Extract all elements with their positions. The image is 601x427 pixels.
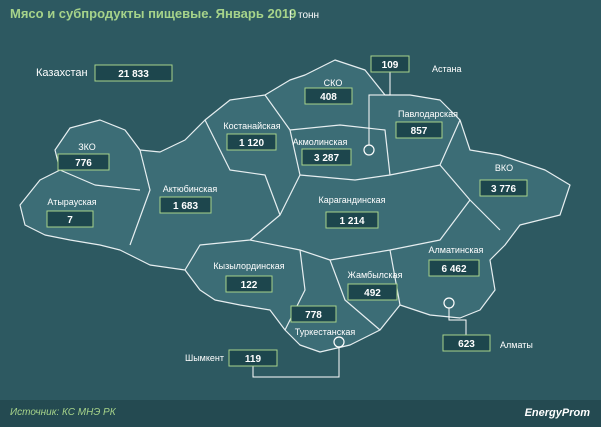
value-box: [370, 55, 410, 73]
value: 3 776: [491, 184, 516, 195]
value: 109: [382, 60, 399, 71]
title: Мясо и субпродукты пищевые. Январь 2019: [10, 6, 296, 21]
logo: EnergyProm: [525, 407, 591, 419]
separator: |: [289, 10, 292, 21]
region-label: Акмолинская: [293, 137, 348, 147]
value: 3 287: [314, 153, 339, 164]
region-label: Костанайская: [223, 121, 280, 131]
region-label: Шымкент: [185, 353, 224, 363]
value: 119: [245, 354, 262, 365]
region-label: Павлодарская: [398, 109, 458, 119]
city-marker: [333, 336, 345, 348]
region-label: Актюбинская: [163, 184, 218, 194]
value-box: [442, 334, 491, 352]
value-box: [290, 305, 337, 323]
value-box: [57, 153, 110, 171]
region-label: ЗКО: [78, 142, 96, 152]
value-box: [228, 349, 278, 367]
border: [59, 169, 141, 191]
value: 21 833: [118, 69, 149, 80]
value: 408: [320, 92, 337, 103]
footer-bar: [0, 400, 601, 427]
value-box: [395, 121, 443, 139]
value: 492: [364, 288, 381, 299]
value: 1 120: [239, 138, 264, 149]
region-label: СКО: [324, 78, 343, 88]
value-box: [301, 148, 352, 166]
border: [249, 199, 471, 261]
value-box: [225, 275, 273, 293]
value: 6 462: [441, 264, 466, 275]
value: 778: [305, 310, 322, 321]
value-box: [304, 87, 353, 105]
border: [289, 124, 391, 176]
region-label: Жамбылская: [348, 270, 403, 280]
connector: [368, 72, 391, 145]
value-box: [94, 64, 173, 82]
value: 122: [241, 280, 258, 291]
border: [129, 149, 151, 246]
border: [329, 259, 381, 331]
region-label: Карагандинская: [318, 195, 385, 205]
value: 776: [75, 158, 92, 169]
region-label: Атырауская: [47, 197, 96, 207]
value: 857: [411, 126, 428, 137]
connector: [448, 308, 467, 335]
value: 1 214: [339, 216, 364, 227]
value-box: [46, 210, 94, 228]
city-marker: [443, 297, 455, 309]
region-label: Туркестанская: [295, 327, 356, 337]
value-box: [325, 211, 379, 229]
border: [389, 249, 401, 306]
border: [264, 94, 301, 216]
value: 623: [458, 339, 475, 350]
border: [299, 119, 461, 181]
total-label: Казахстан: [36, 67, 88, 79]
connector: [252, 347, 340, 378]
unit: тонн: [298, 10, 319, 21]
city-marker: [363, 144, 375, 156]
value-box: [428, 259, 480, 277]
value-box: [347, 283, 398, 301]
value-box: [159, 196, 212, 214]
region-label: Астана: [432, 64, 462, 74]
value-box: [226, 133, 277, 151]
value: 7: [67, 215, 73, 226]
value-box: [479, 179, 528, 197]
value: 1 683: [173, 201, 198, 212]
region-label: Кызылординская: [213, 261, 284, 271]
region-label: Алматы: [500, 340, 533, 350]
source: Источник: КС МНЭ РК: [10, 407, 117, 418]
region-label: ВКО: [495, 163, 513, 173]
region-label: Алматинская: [429, 245, 484, 255]
